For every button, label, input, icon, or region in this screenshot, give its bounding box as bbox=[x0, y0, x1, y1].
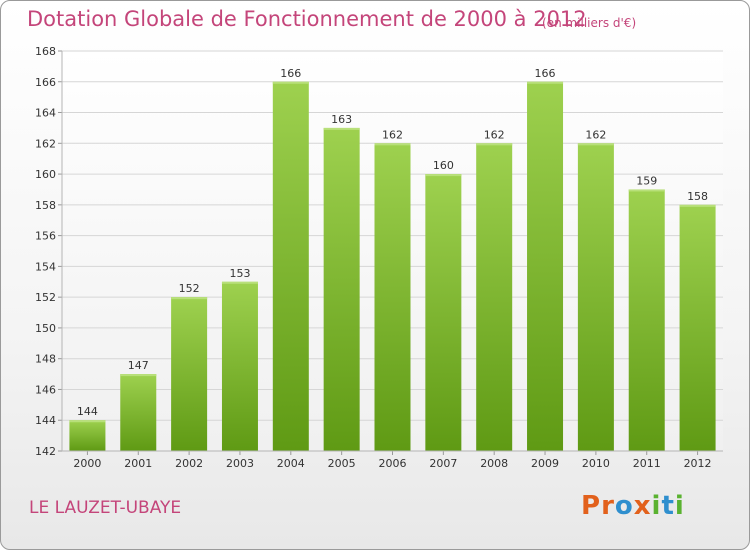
x-tick-label: 2007 bbox=[429, 457, 457, 470]
x-tick-label: 2001 bbox=[124, 457, 152, 470]
x-tick-label: 2000 bbox=[73, 457, 101, 470]
logo-letter: o bbox=[614, 491, 634, 521]
value-label: 153 bbox=[229, 267, 250, 280]
bar-highlight bbox=[171, 297, 208, 300]
y-tick-label: 164 bbox=[35, 107, 56, 120]
y-tick-label: 166 bbox=[35, 76, 56, 89]
bar-highlight bbox=[679, 204, 716, 207]
bar-2001[interactable] bbox=[120, 374, 157, 451]
bar-2009[interactable] bbox=[527, 81, 564, 452]
y-tick-label: 150 bbox=[35, 322, 56, 335]
bar-2010[interactable] bbox=[577, 143, 614, 452]
chart-subtitle: (en milliers d'€) bbox=[542, 16, 637, 30]
value-label: 147 bbox=[128, 359, 149, 372]
bar-highlight bbox=[221, 281, 258, 284]
y-tick-label: 146 bbox=[35, 383, 56, 396]
logo-letter: i bbox=[651, 491, 662, 521]
value-label: 158 bbox=[687, 190, 708, 203]
y-tick-label: 160 bbox=[35, 168, 56, 181]
bar-2004[interactable] bbox=[272, 81, 309, 452]
value-label: 144 bbox=[77, 405, 98, 418]
y-tick-label: 162 bbox=[35, 137, 56, 150]
value-label: 162 bbox=[484, 128, 505, 141]
x-axis-ticks: 2000 2001 2002 2003 2004 2005 2006 2007 2008 2009… bbox=[73, 451, 712, 470]
bar-2008[interactable] bbox=[476, 143, 513, 452]
value-label: 159 bbox=[636, 174, 657, 187]
y-tick-label: 152 bbox=[35, 291, 56, 304]
x-tick-label: 2003 bbox=[226, 457, 254, 470]
bar-2011[interactable] bbox=[628, 189, 665, 451]
y-tick-label: 168 bbox=[35, 45, 56, 58]
x-tick-label: 2009 bbox=[531, 457, 559, 470]
x-tick-label: 2004 bbox=[277, 457, 305, 470]
proxiti-logo[interactable]: Proxiti bbox=[581, 491, 685, 521]
bar-highlight bbox=[577, 143, 614, 146]
bar-highlight bbox=[323, 127, 360, 130]
bar-highlight bbox=[374, 143, 411, 146]
value-label: 166 bbox=[280, 67, 301, 80]
value-label: 152 bbox=[179, 282, 200, 295]
value-label: 162 bbox=[585, 128, 606, 141]
x-tick-label: 2010 bbox=[582, 457, 610, 470]
bar-highlight bbox=[425, 174, 462, 177]
bar-highlight bbox=[69, 420, 106, 423]
y-axis-ticks: 142 144 146 148 150 152 154 156 158 160 162 164 166 1… bbox=[35, 45, 62, 458]
bar-highlight bbox=[272, 81, 309, 84]
y-tick-label: 156 bbox=[35, 230, 56, 243]
x-tick-label: 2002 bbox=[175, 457, 203, 470]
bar-highlight bbox=[527, 81, 564, 84]
logo-letter: t bbox=[661, 491, 675, 521]
bar-2003[interactable] bbox=[221, 281, 258, 451]
y-tick-label: 142 bbox=[35, 445, 56, 458]
bar-2007[interactable] bbox=[425, 174, 462, 452]
x-tick-label: 2006 bbox=[379, 457, 407, 470]
logo-letter: P bbox=[581, 491, 602, 521]
y-tick-label: 148 bbox=[35, 353, 56, 366]
x-tick-label: 2011 bbox=[633, 457, 661, 470]
bars bbox=[69, 81, 716, 452]
x-tick-label: 2012 bbox=[684, 457, 712, 470]
x-tick-label: 2008 bbox=[480, 457, 508, 470]
bar-2005[interactable] bbox=[323, 127, 360, 451]
bar-2000[interactable] bbox=[69, 420, 106, 451]
logo-letter: i bbox=[674, 491, 685, 521]
x-tick-label: 2005 bbox=[328, 457, 356, 470]
value-label: 163 bbox=[331, 113, 352, 126]
bar-highlight bbox=[476, 143, 513, 146]
value-labels: 144 147 152 153 166 163 162 160 162 166 162 159 158 bbox=[77, 67, 708, 418]
bar-highlight bbox=[628, 189, 665, 192]
bar-2006[interactable] bbox=[374, 143, 411, 452]
value-label: 166 bbox=[535, 67, 556, 80]
bar-2002[interactable] bbox=[171, 297, 208, 451]
y-tick-label: 154 bbox=[35, 260, 56, 273]
commune-name: LE LAUZET-UBAYE bbox=[29, 498, 182, 518]
value-label: 160 bbox=[433, 159, 454, 172]
bar-2012[interactable] bbox=[679, 204, 716, 451]
logo-letter: x bbox=[633, 491, 652, 521]
y-tick-label: 144 bbox=[35, 414, 56, 427]
y-tick-label: 158 bbox=[35, 199, 56, 212]
logo-letter: r bbox=[601, 491, 615, 521]
value-label: 162 bbox=[382, 128, 403, 141]
bar-highlight bbox=[120, 374, 157, 377]
chart-title: Dotation Globale de Fonctionnement de 20… bbox=[27, 7, 587, 31]
